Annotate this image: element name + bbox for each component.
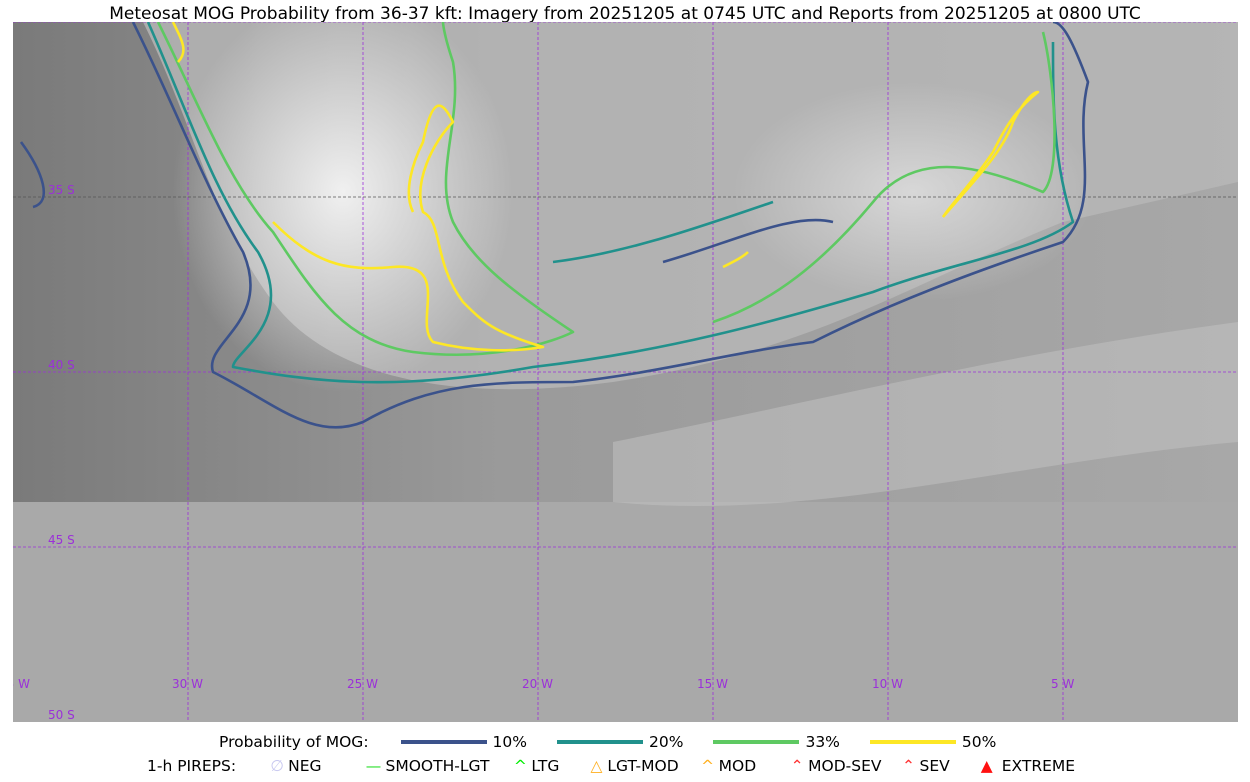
lat-label: 45 S	[48, 533, 75, 547]
pirep-legend: 1-h PIREPS: ∅ NEG — SMOOTH-LGT ^ LTG △ LGT-M…	[147, 757, 1250, 775]
caret-icon: ^	[513, 757, 527, 775]
graticule	[13, 22, 1238, 722]
triangle-filled-icon: ▲	[980, 757, 993, 775]
legend-label: 33%	[805, 733, 840, 751]
pirep-label: EXTREME	[1001, 757, 1076, 775]
legend-label: 50%	[961, 733, 997, 751]
lat-labels: 35 S 40 S 45 S 50 S	[48, 183, 75, 722]
lon-label: 15 W	[697, 677, 728, 691]
pirep-label: LGT-MOD	[607, 757, 679, 775]
caret-icon: ^	[701, 757, 715, 775]
probability-legend: Probability of MOG: 10% 20% 33% 50%	[219, 733, 1250, 751]
contour-10	[19, 22, 1090, 429]
lat-label: 50 S	[48, 708, 75, 722]
lon-label: 35 W	[13, 677, 30, 691]
line-icon: —	[365, 757, 382, 775]
lon-label: 30 W	[172, 677, 203, 691]
triangle-open-icon: △	[590, 757, 603, 775]
contour-50	[171, 22, 1040, 352]
legend-label: 20%	[649, 733, 684, 751]
legend-swatch-10	[400, 740, 487, 744]
satellite-map: 35 W 30 W 25 W 20 W 15 W 10 W 5 W 35 S 4…	[13, 22, 1238, 722]
double-caret-icon: ⌃	[790, 757, 804, 775]
pirep-title: 1-h PIREPS:	[147, 757, 237, 775]
pirep-label: NEG	[288, 757, 322, 775]
lon-labels: 35 W 30 W 25 W 20 W 15 W 10 W 5 W	[13, 677, 1074, 691]
lon-label: 10 W	[872, 677, 903, 691]
pirep-label: SEV	[919, 757, 950, 775]
contours	[19, 22, 1090, 429]
pirep-label: MOD	[718, 757, 757, 775]
pirep-label: SMOOTH-LGT	[385, 757, 490, 775]
lon-label: 25 W	[347, 677, 378, 691]
contour-33	[156, 22, 1056, 356]
lon-label: 20 W	[522, 677, 553, 691]
pirep-label: MOD-SEV	[808, 757, 882, 775]
contour-20	[146, 22, 1075, 384]
legend-label: 10%	[492, 733, 527, 751]
neg-icon: ∅	[270, 757, 284, 775]
legend-swatch-20	[557, 740, 643, 744]
legend-title: Probability of MOG:	[219, 733, 369, 751]
map-title: Meteosat MOG Probability from 36-37 kft:…	[109, 4, 1141, 24]
legend-swatch-33	[713, 740, 800, 744]
double-caret-icon: ⌃	[902, 757, 916, 775]
lat-label: 35 S	[48, 183, 75, 197]
lon-label: 5 W	[1051, 677, 1074, 691]
pirep-label: LTG	[531, 757, 560, 775]
legend-swatch-50	[869, 740, 956, 744]
lat-label: 40 S	[48, 358, 75, 372]
